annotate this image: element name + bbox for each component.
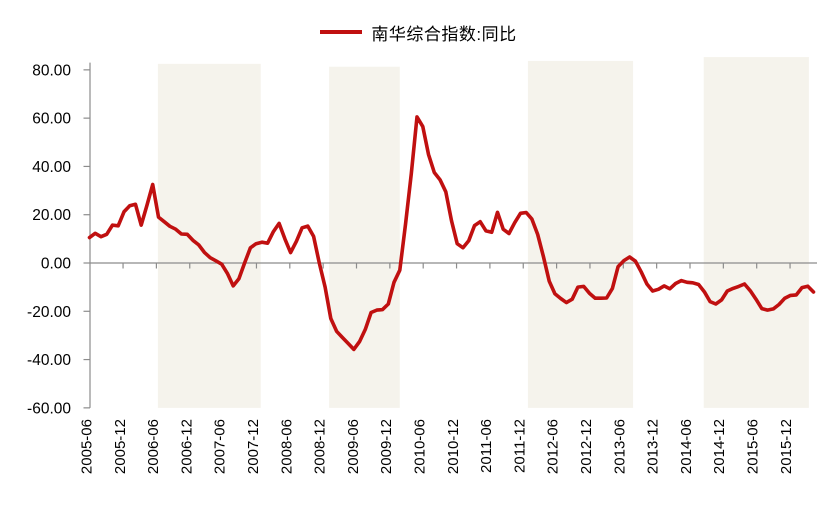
x-axis-label: 2015-06 [745,419,762,474]
x-axis-label: 2011-12 [511,419,528,473]
x-axis-label: 2015-12 [778,419,795,474]
chart-legend: 南华综合指数:同比 [0,18,837,46]
x-axis-label: 2010-12 [445,419,462,474]
shaded-band [703,57,809,408]
x-axis-label: 2008-06 [278,419,295,474]
x-axis-label: 2012-06 [545,419,562,474]
x-axis-label: 2008-12 [312,419,329,474]
x-axis-label: 2012-12 [578,419,595,474]
y-axis-label: 80.00 [32,62,71,79]
y-axis-label: 0.00 [41,256,72,273]
y-axis-label: -60.00 [27,400,71,417]
shaded-band [527,60,634,408]
shaded-band [157,63,261,408]
shaded-band [329,66,400,408]
x-axis-label: 2013-06 [611,419,628,474]
x-axis-label: 2006-06 [145,419,162,474]
y-axis-label: 40.00 [32,159,71,176]
x-axis-label: 2007-12 [245,419,262,474]
y-axis-label: -40.00 [27,352,71,369]
x-axis-label: 2013-12 [645,419,662,474]
x-axis-label: 2009-12 [378,419,395,474]
x-axis-label: 2009-06 [345,419,362,474]
legend-label: 南华综合指数:同比 [371,24,517,44]
x-axis-label: 2005-06 [79,419,96,474]
x-axis-label: 2014-12 [711,419,728,474]
x-axis-label: 2014-06 [678,419,695,474]
x-axis-label: 2010-06 [412,419,429,474]
x-axis-label: 2005-12 [112,419,129,474]
series-line [87,115,816,352]
y-axis-label: -20.00 [27,304,71,321]
x-axis-label: 2006-12 [178,419,195,474]
legend-line-marker [320,30,363,34]
y-axis-label: 20.00 [32,207,71,224]
x-axis-label: 2007-06 [212,419,229,474]
x-axis-label: 2011-06 [478,419,495,473]
y-axis-label: 60.00 [32,111,71,128]
